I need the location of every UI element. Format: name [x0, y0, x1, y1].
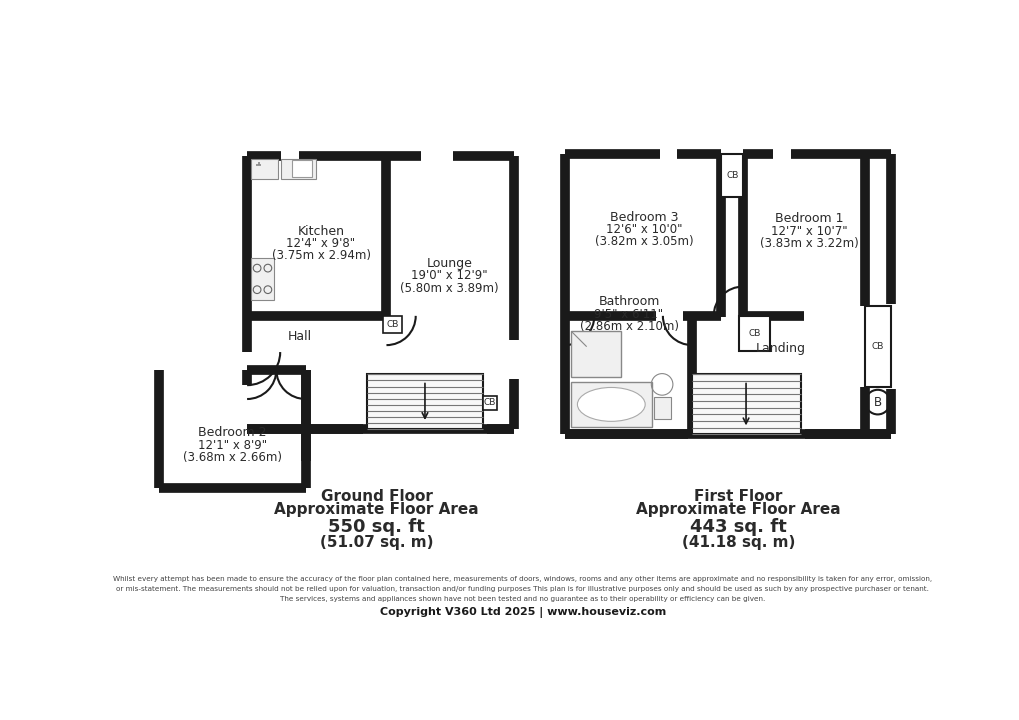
Text: Bedroom 1: Bedroom 1: [774, 212, 843, 225]
Text: 19'0" x 12'9": 19'0" x 12'9": [411, 269, 487, 282]
Bar: [653, 397, 669, 419]
Text: CB: CB: [870, 342, 883, 351]
Bar: [251, 258, 274, 300]
Text: CB: CB: [386, 320, 398, 329]
Text: (3.82m x 3.05m): (3.82m x 3.05m): [594, 235, 693, 248]
Text: Bathroom: Bathroom: [598, 295, 659, 308]
Bar: [367, 374, 482, 429]
Text: (2.86m x 2.10m): (2.86m x 2.10m): [579, 320, 678, 333]
Text: Kitchen: Kitchen: [298, 225, 344, 238]
Bar: [291, 161, 312, 177]
Text: CB: CB: [483, 398, 495, 408]
Text: Approximate Floor Area: Approximate Floor Area: [636, 503, 840, 518]
Bar: [692, 374, 801, 434]
Text: Approximate Floor Area: Approximate Floor Area: [274, 503, 478, 518]
Text: Whilst every attempt has been made to ensure the accuracy of the floor plan cont: Whilst every attempt has been made to en…: [113, 576, 931, 582]
Text: Copyright V360 Ltd 2025 | www.houseviz.com: Copyright V360 Ltd 2025 | www.houseviz.c…: [379, 607, 665, 618]
Text: (5.80m x 3.89m): (5.80m x 3.89m): [399, 282, 498, 294]
Ellipse shape: [577, 387, 645, 421]
Text: or mis-statement. The measurements should not be relied upon for valuation, tran: or mis-statement. The measurements shoul…: [116, 586, 928, 593]
Bar: [571, 331, 621, 377]
Text: First Floor: First Floor: [694, 489, 782, 503]
Text: (51.07 sq. m): (51.07 sq. m): [319, 535, 433, 550]
Text: Bedroom 2: Bedroom 2: [198, 426, 266, 439]
Text: (3.68m x 2.66m): (3.68m x 2.66m): [182, 451, 281, 464]
Text: 12'6" x 10'0": 12'6" x 10'0": [605, 223, 682, 236]
Text: Landing: Landing: [755, 342, 805, 355]
Text: Bedroom 3: Bedroom 3: [609, 211, 678, 224]
Text: CB: CB: [726, 171, 738, 180]
Text: 12'1" x 8'9": 12'1" x 8'9": [198, 438, 267, 451]
Bar: [571, 382, 651, 427]
Text: Ground Floor: Ground Floor: [320, 489, 432, 503]
Text: (3.75m x 2.94m): (3.75m x 2.94m): [271, 249, 370, 262]
Bar: [280, 159, 315, 179]
Bar: [383, 316, 401, 333]
Text: 12'4" x 9'8": 12'4" x 9'8": [286, 237, 356, 250]
Bar: [251, 159, 277, 179]
Bar: [720, 154, 742, 197]
Bar: [864, 306, 890, 387]
Bar: [739, 316, 769, 351]
Text: CB: CB: [748, 329, 760, 338]
Text: (3.83m x 3.22m): (3.83m x 3.22m): [759, 237, 858, 250]
Text: Lounge: Lounge: [426, 257, 472, 270]
Text: (41.18 sq. m): (41.18 sq. m): [681, 535, 794, 550]
Text: The services, systems and appliances shown have not been tested and no guarantee: The services, systems and appliances sho…: [280, 596, 764, 602]
Text: 443 sq. ft: 443 sq. ft: [689, 518, 786, 536]
Text: 9'5" x 6'11": 9'5" x 6'11": [594, 308, 663, 321]
Text: 12'7" x 10'7": 12'7" x 10'7": [770, 225, 847, 238]
Text: 550 sq. ft: 550 sq. ft: [328, 518, 424, 536]
Text: B: B: [873, 395, 880, 408]
Text: Hall: Hall: [287, 330, 311, 343]
Bar: [482, 396, 496, 410]
